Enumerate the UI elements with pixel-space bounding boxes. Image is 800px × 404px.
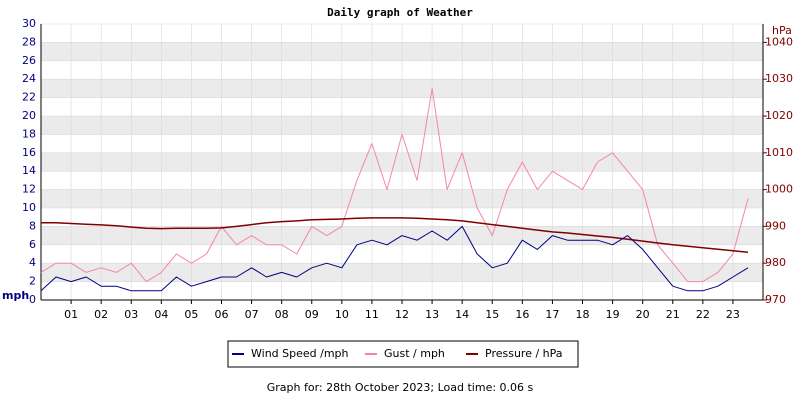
y-tick-label: 10 — [22, 201, 36, 214]
x-tick-label: 11 — [365, 308, 379, 321]
series-line — [40, 87, 749, 283]
y-tick-label: 8 — [29, 219, 36, 232]
y-tick-label: 20 — [22, 109, 36, 122]
y2-tick-label: 1040 — [765, 35, 793, 48]
y2-tick-label: 990 — [765, 219, 786, 232]
x-tick-label: 12 — [395, 308, 409, 321]
y-axis-label: mph — [2, 289, 29, 302]
x-tick-label: 07 — [245, 308, 259, 321]
x-tick-label: 21 — [666, 308, 680, 321]
y-tick-label: 18 — [22, 127, 36, 140]
y2-axis-label: hPa — [772, 24, 792, 37]
x-tick-label: 06 — [215, 308, 229, 321]
x-tick-label: 09 — [305, 308, 319, 321]
legend-label: Gust / mph — [384, 347, 445, 360]
chart-title: Daily graph of Weather — [327, 6, 473, 19]
x-tick-label: 05 — [184, 308, 198, 321]
x-tick-label: 08 — [275, 308, 289, 321]
x-tick-label: 15 — [485, 308, 499, 321]
y-tick-label: 24 — [22, 72, 36, 85]
legend-label: Wind Speed /mph — [251, 347, 349, 360]
y-tick-label: 6 — [29, 238, 36, 251]
y2-tick-label: 1010 — [765, 146, 793, 159]
footer: Graph for: 28th October 2023; Load time:… — [267, 381, 534, 394]
x-tick-label: 19 — [606, 308, 620, 321]
y2-tick-label: 1000 — [765, 183, 793, 196]
x-tick-label: 03 — [124, 308, 138, 321]
x-tick-label: 13 — [425, 308, 439, 321]
legend-box — [227, 340, 579, 368]
y-tick-label: 0 — [29, 293, 36, 306]
y-tick-label: 14 — [22, 164, 36, 177]
y-tick-label: 12 — [22, 183, 36, 196]
y-tick-label: 22 — [22, 91, 36, 104]
x-tick-label: 01 — [64, 308, 78, 321]
x-tick-label: 10 — [335, 308, 349, 321]
y-tick-label: 26 — [22, 54, 36, 67]
y-tick-label: 4 — [29, 256, 36, 269]
y-tick-label: 30 — [22, 17, 36, 30]
x-tick-label: 18 — [576, 308, 590, 321]
legend-label: Pressure / hPa — [485, 347, 563, 360]
series-line — [41, 217, 749, 253]
y2-tick-label: 980 — [765, 256, 786, 269]
x-tick-label: 17 — [545, 308, 559, 321]
y-tick-label: 16 — [22, 146, 36, 159]
series-line — [40, 225, 749, 292]
plot-area — [41, 23, 763, 301]
y2-tick-label: 1030 — [765, 72, 793, 85]
x-tick-label: 16 — [515, 308, 529, 321]
x-tick-label: 20 — [636, 308, 650, 321]
y-tick-label: 2 — [29, 275, 36, 288]
x-tick-label: 14 — [455, 308, 469, 321]
y2-tick-label: 970 — [765, 293, 786, 306]
y2-tick-label: 1020 — [765, 109, 793, 122]
y-tick-label: 28 — [22, 35, 36, 48]
x-tick-label: 23 — [726, 308, 740, 321]
x-tick-label: 04 — [154, 308, 168, 321]
x-tick-label: 22 — [696, 308, 710, 321]
x-tick-label: 02 — [94, 308, 108, 321]
